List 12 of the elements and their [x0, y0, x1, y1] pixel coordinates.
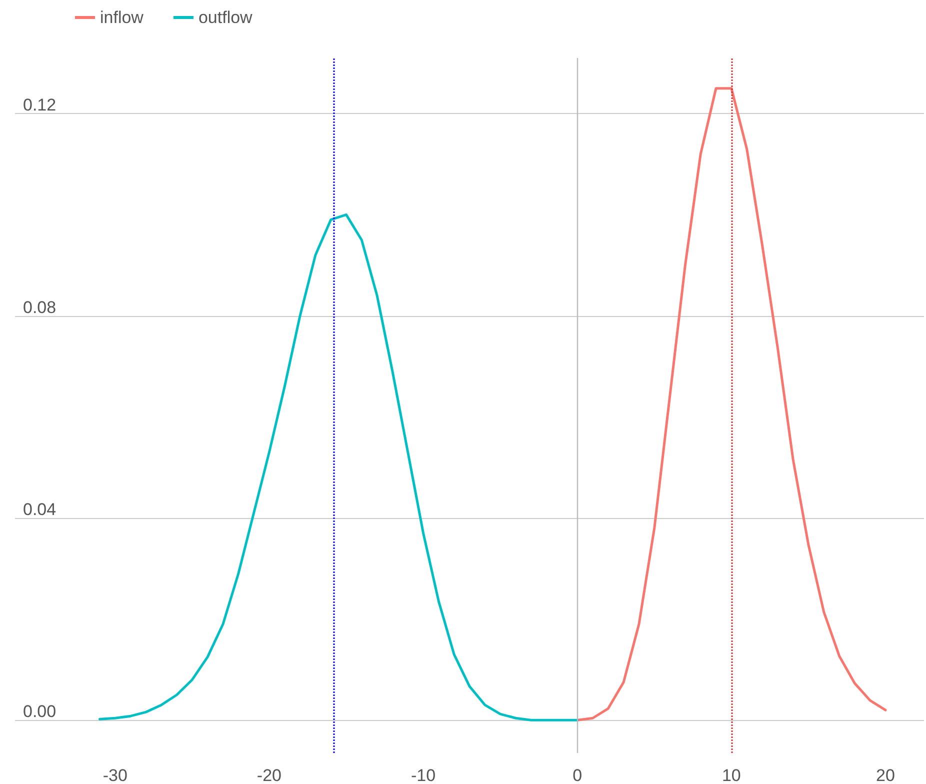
y-tick-label: 0.04 — [23, 500, 56, 519]
y-tick-label: 0.12 — [23, 96, 56, 115]
y-tick-label: 0.00 — [23, 702, 56, 722]
y-tick-label: 0.08 — [23, 298, 56, 317]
x-tick-label: -10 — [410, 766, 436, 784]
x-tick-label: -30 — [102, 766, 128, 784]
legend-label: outflow — [198, 8, 254, 27]
legend-label: inflow — [100, 8, 144, 27]
x-tick-label: -20 — [256, 766, 282, 784]
x-tick-label: 10 — [722, 766, 741, 784]
x-tick-label: 20 — [876, 766, 895, 784]
x-tick-label: 0 — [572, 766, 582, 784]
